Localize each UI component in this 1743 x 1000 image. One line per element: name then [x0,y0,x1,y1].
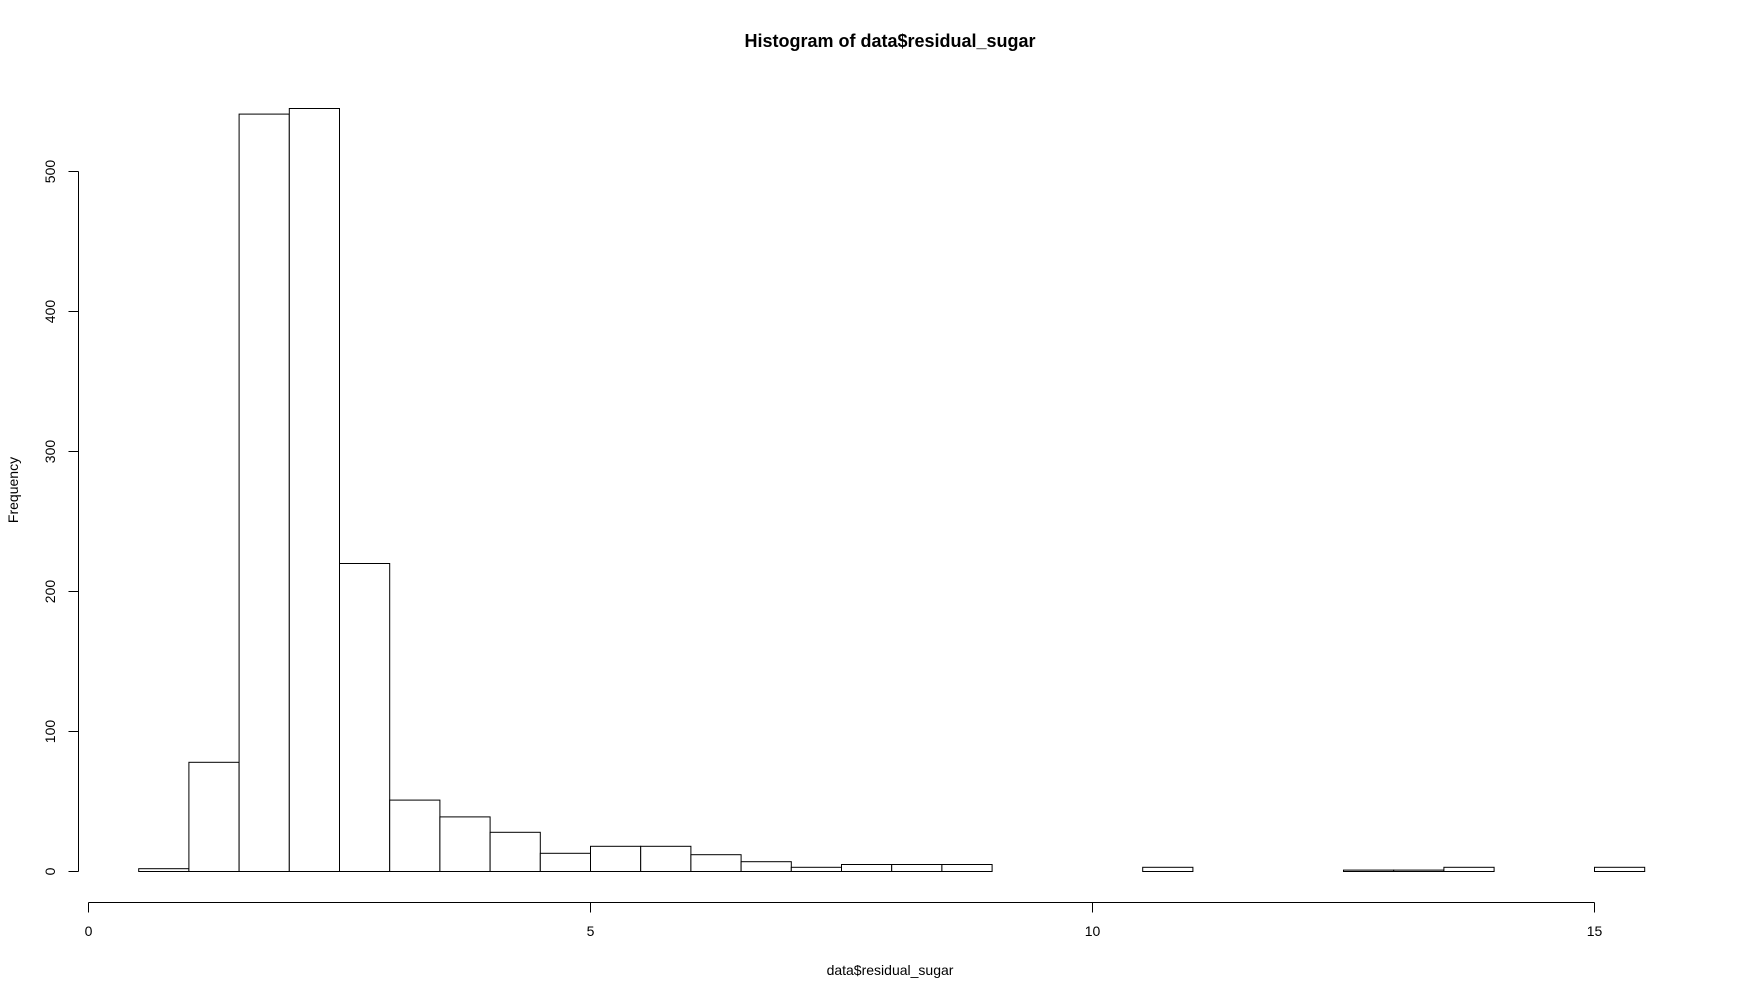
y-tick-label: 500 [42,160,58,184]
histogram-bar [891,864,943,872]
histogram-bar [489,831,541,872]
histogram-bar [339,563,391,872]
x-axis-label: data$residual_sugar [827,962,954,978]
histogram-bar [1594,866,1646,872]
histogram-bar [439,816,491,873]
histogram-bar [138,868,190,873]
histogram-bar [1393,869,1445,872]
x-axis: 0 5 10 15 [85,902,1603,939]
histogram-bar [188,761,240,872]
histogram-bar [1343,869,1395,872]
chart-title: Histogram of data$residual_sugar [744,31,1035,51]
y-tick-label: 0 [42,867,58,875]
y-axis-label: Frequency [5,457,21,523]
x-tick-label: 5 [587,923,595,939]
x-tick-label: 15 [1587,923,1603,939]
x-tick-label: 0 [85,923,93,939]
x-tick-label: 10 [1085,923,1101,939]
histogram-bar [740,861,792,873]
histogram-bar [640,845,692,872]
y-tick-label: 300 [42,440,58,464]
y-tick-label: 100 [42,720,58,744]
y-axis: 0 100 200 300 400 500 [42,160,79,875]
histogram-bar [539,852,591,872]
histogram-bar [1142,866,1194,872]
histogram-bar [389,799,441,872]
histogram-bars [138,108,1646,873]
histogram-bar [790,866,842,872]
histogram-bar [590,845,642,872]
histogram-bar [941,864,993,872]
histogram-bar [1443,866,1495,872]
y-tick-label: 200 [42,580,58,604]
y-tick-label: 400 [42,300,58,324]
histogram-bar [690,854,742,873]
histogram-bar [841,864,893,872]
histogram-bar [238,113,290,873]
histogram-bar [288,108,340,872]
